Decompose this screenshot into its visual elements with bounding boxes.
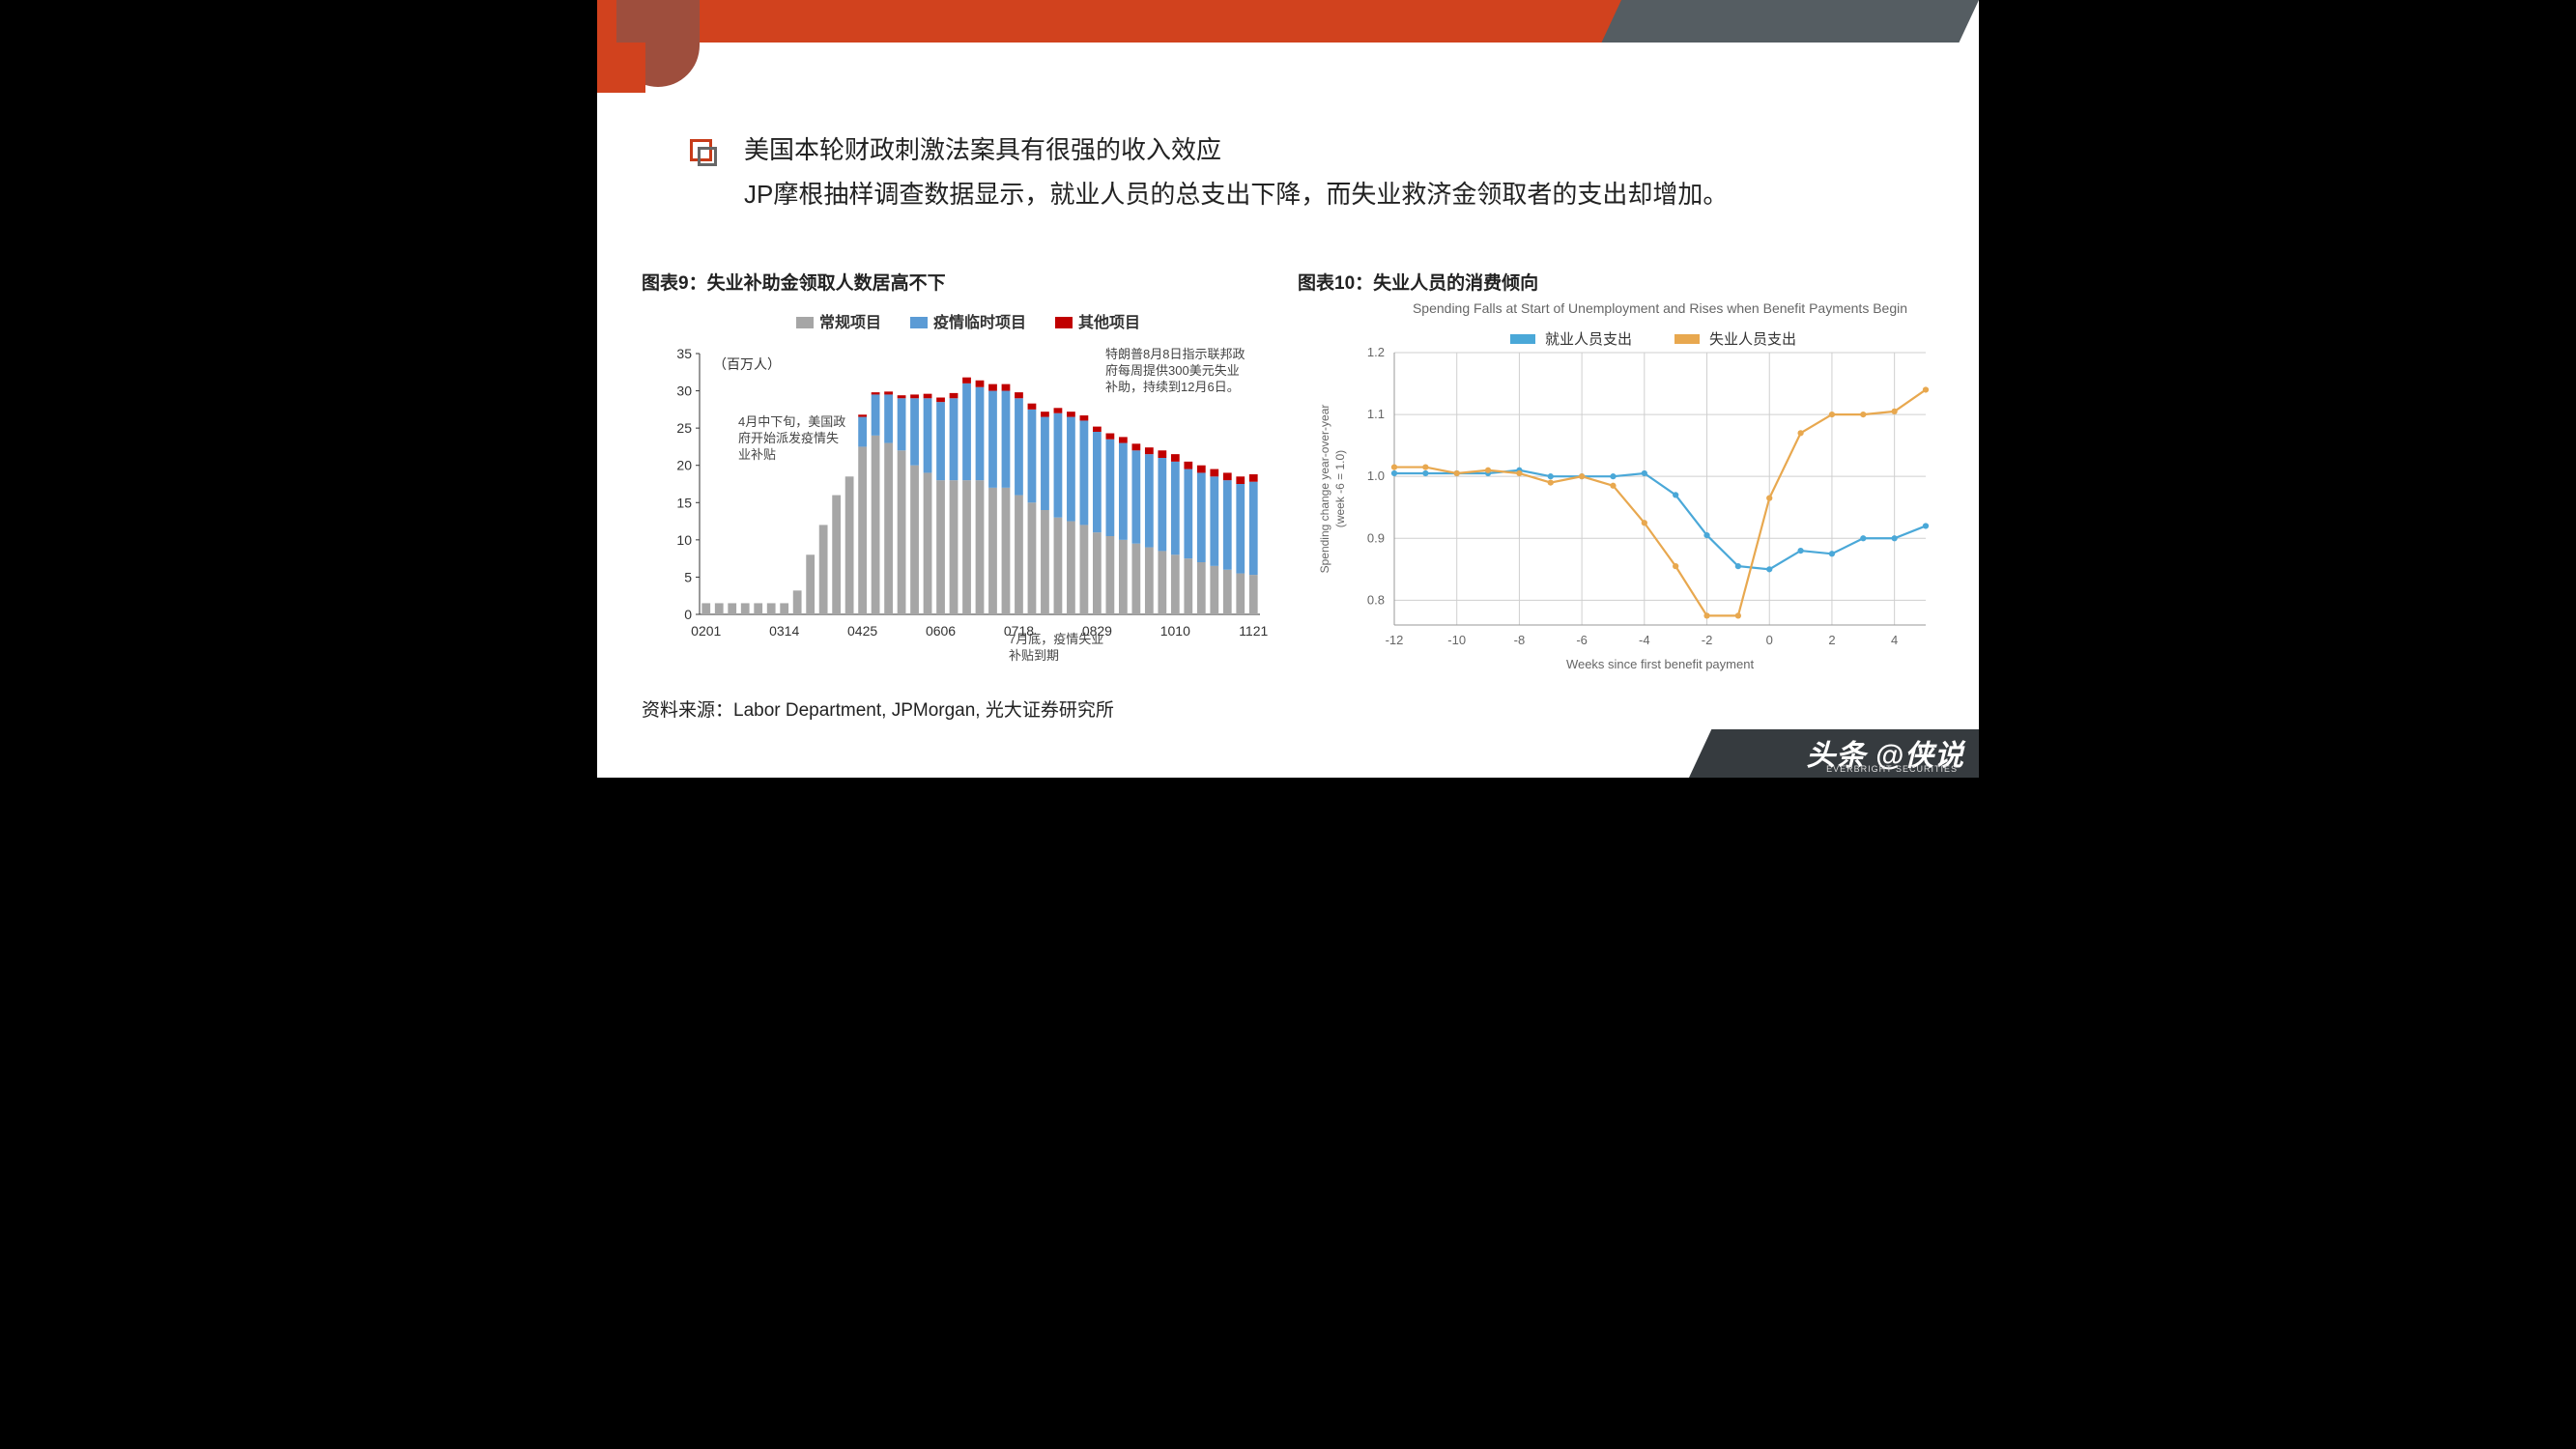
svg-text:-12: -12 bbox=[1386, 633, 1404, 647]
svg-text:1010: 1010 bbox=[1160, 623, 1190, 639]
svg-text:常规项目: 常规项目 bbox=[819, 313, 881, 331]
heading-line2: JP摩根抽样调查数据显示，就业人员的总支出下降，而失业救济金领取者的支出却增加。 bbox=[744, 174, 1728, 214]
svg-text:0606: 0606 bbox=[926, 623, 956, 639]
svg-text:30: 30 bbox=[676, 384, 692, 399]
source-text: 资料来源：Labor Department, JPMorgan, 光大证券研究所 bbox=[642, 696, 1114, 722]
svg-text:35: 35 bbox=[676, 346, 692, 361]
svg-text:失业人员支出: 失业人员支出 bbox=[1709, 331, 1796, 348]
svg-text:补贴到期: 补贴到期 bbox=[1009, 648, 1059, 663]
header-orange-bar bbox=[597, 0, 1641, 43]
header-grey-bar bbox=[1601, 0, 1979, 43]
slide-heading: 美国本轮财政刺激法案具有很强的收入效应 JP摩根抽样调查数据显示，就业人员的总支… bbox=[744, 129, 1728, 214]
header-orange-tab bbox=[597, 43, 645, 93]
svg-text:-4: -4 bbox=[1639, 633, 1650, 647]
svg-text:5: 5 bbox=[684, 569, 692, 584]
svg-text:Spending Falls at Start of Une: Spending Falls at Start of Unemployment … bbox=[1413, 300, 1907, 316]
svg-text:0: 0 bbox=[684, 607, 692, 622]
svg-text:20: 20 bbox=[676, 458, 692, 473]
svg-text:4月中下旬，美国政: 4月中下旬，美国政 bbox=[738, 414, 845, 429]
svg-text:疫情临时项目: 疫情临时项目 bbox=[933, 313, 1026, 331]
svg-text:7月底，疫情失业: 7月底，疫情失业 bbox=[1009, 632, 1103, 646]
svg-text:0.9: 0.9 bbox=[1367, 530, 1385, 545]
svg-text:1.0: 1.0 bbox=[1367, 469, 1385, 483]
svg-text:0425: 0425 bbox=[847, 623, 877, 639]
svg-text:Weeks since first benefit paym: Weeks since first benefit payment bbox=[1566, 657, 1755, 671]
svg-text:0201: 0201 bbox=[691, 623, 721, 639]
chart9-title: 图表9：失业补助金领取人数居高不下 bbox=[642, 269, 946, 295]
svg-text:4: 4 bbox=[1891, 633, 1898, 647]
svg-text:业补贴: 业补贴 bbox=[738, 447, 776, 462]
svg-text:-2: -2 bbox=[1702, 633, 1713, 647]
svg-text:1.2: 1.2 bbox=[1367, 345, 1385, 359]
heading-line1: 美国本轮财政刺激法案具有很强的收入效应 bbox=[744, 129, 1728, 170]
svg-text:2: 2 bbox=[1828, 633, 1835, 647]
svg-text:就业人员支出: 就业人员支出 bbox=[1545, 331, 1632, 348]
svg-text:25: 25 bbox=[676, 420, 692, 436]
chart10-title: 图表10：失业人员的消费倾向 bbox=[1298, 269, 1538, 295]
watermark-sub: EVERBRIGHT SECURITIES bbox=[1826, 764, 1958, 774]
svg-text:其他项目: 其他项目 bbox=[1078, 313, 1140, 331]
svg-text:1121: 1121 bbox=[1239, 623, 1268, 639]
svg-text:0: 0 bbox=[1766, 633, 1773, 647]
svg-text:Spending change year-over-year: Spending change year-over-year bbox=[1318, 405, 1331, 574]
svg-text:特朗普8月8日指示联邦政: 特朗普8月8日指示联邦政 bbox=[1105, 347, 1245, 361]
svg-text:府每周提供300美元失业: 府每周提供300美元失业 bbox=[1105, 363, 1240, 378]
svg-text:0.8: 0.8 bbox=[1367, 592, 1385, 607]
svg-text:0314: 0314 bbox=[769, 623, 799, 639]
svg-text:府开始派发疫情失: 府开始派发疫情失 bbox=[738, 431, 839, 445]
svg-text:15: 15 bbox=[676, 495, 692, 510]
bullet-icon bbox=[690, 139, 717, 166]
svg-text:-8: -8 bbox=[1514, 633, 1526, 647]
chart9-stacked-bar: 0510152025303502010314042506060718082910… bbox=[642, 305, 1270, 672]
svg-text:补助，持续到12月6日。: 补助，持续到12月6日。 bbox=[1105, 380, 1240, 394]
svg-text:1.1: 1.1 bbox=[1367, 407, 1385, 421]
svg-text:(week -6 = 1.0): (week -6 = 1.0) bbox=[1333, 450, 1347, 527]
slide: 美国本轮财政刺激法案具有很强的收入效应 JP摩根抽样调查数据显示，就业人员的总支… bbox=[597, 0, 1979, 778]
chart10-line: Spending Falls at Start of Unemployment … bbox=[1298, 299, 1940, 678]
svg-text:10: 10 bbox=[676, 532, 692, 548]
svg-text:-6: -6 bbox=[1576, 633, 1588, 647]
svg-text:-10: -10 bbox=[1447, 633, 1466, 647]
svg-text:（百万人）: （百万人） bbox=[713, 356, 781, 372]
